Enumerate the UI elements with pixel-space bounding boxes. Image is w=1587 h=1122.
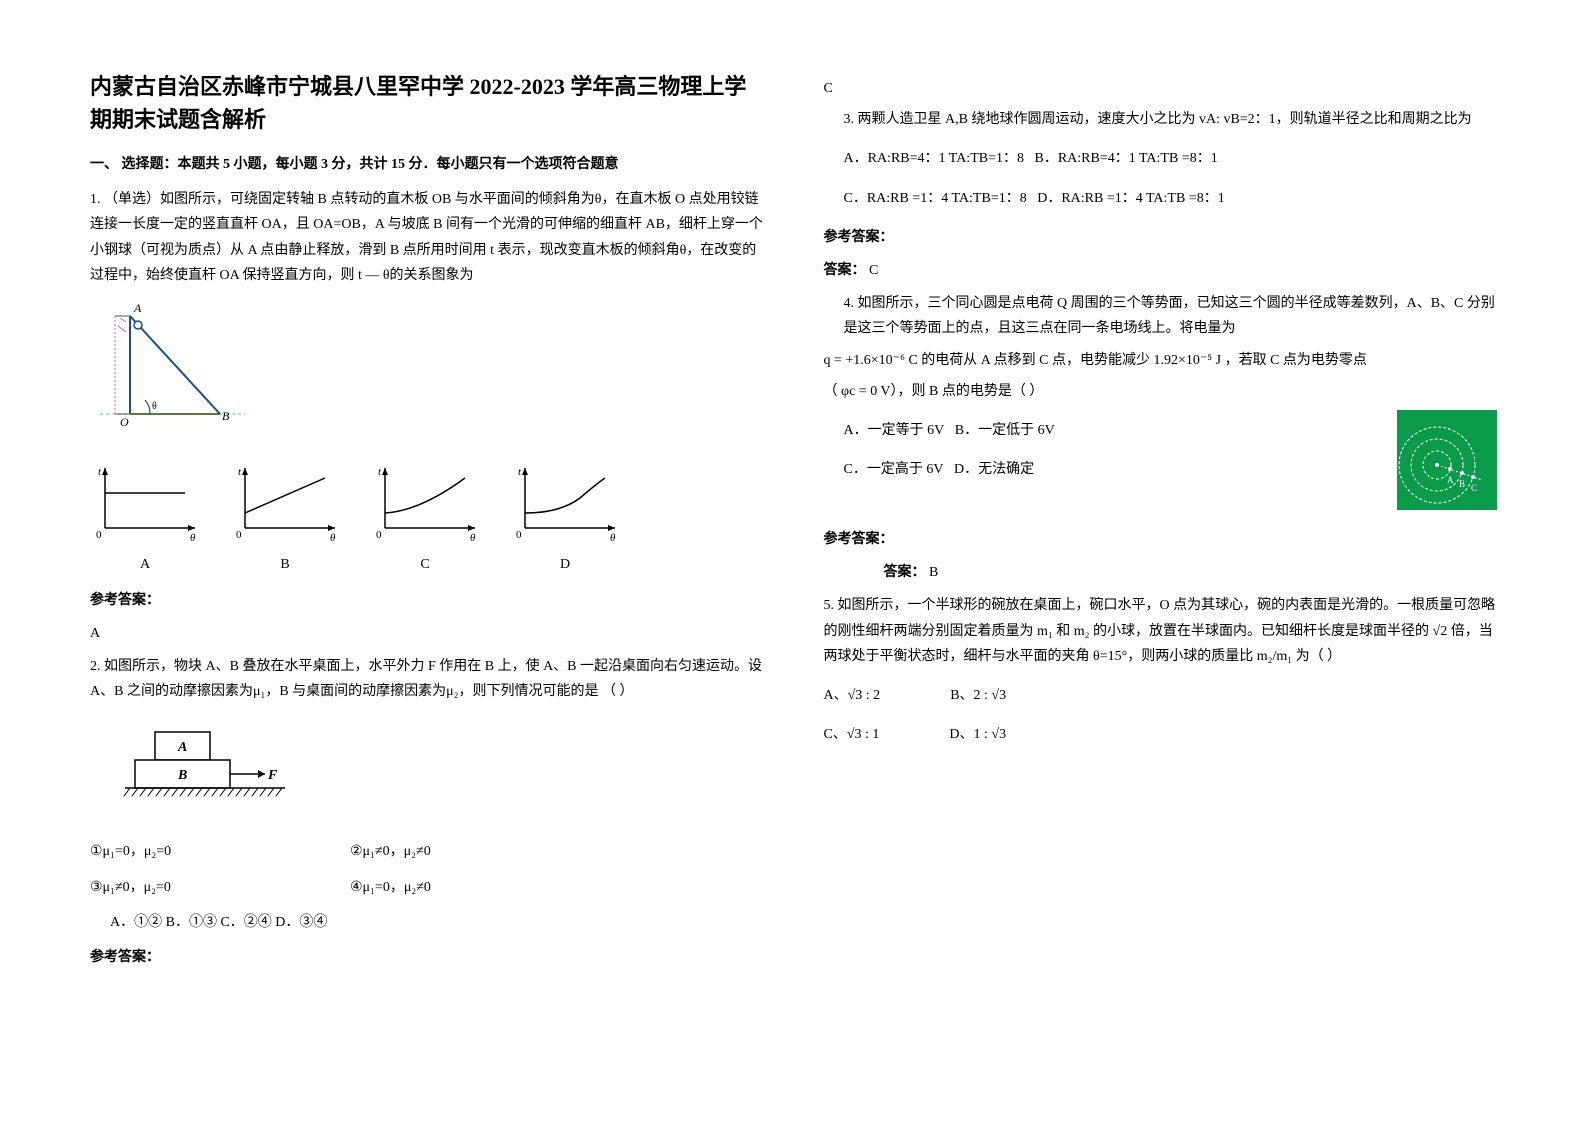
svg-text:0: 0 bbox=[236, 529, 242, 541]
svg-text:0: 0 bbox=[376, 529, 382, 541]
svg-text:θ: θ bbox=[152, 401, 157, 412]
svg-text:C: C bbox=[1471, 483, 1477, 493]
svg-text:t: t bbox=[98, 466, 102, 478]
q4-text2: q = +1.6×10⁻⁶ C 的电荷从 A 点移到 C 点，电势能减少 1.9… bbox=[824, 348, 1498, 373]
question-5: 5. 如图所示，一个半球形的碗放在桌面上，碗口水平，O 点为其球心，碗的内表面是… bbox=[824, 593, 1498, 747]
q3-ref-label: 参考答案： bbox=[824, 225, 1498, 250]
q5-opt-a: A、√3 : 2 bbox=[824, 683, 881, 708]
q4-answer-label: 答案： bbox=[884, 565, 926, 580]
q3-answer-label: 答案： bbox=[824, 263, 866, 278]
q3-opts-ab: A．RA:RB=4：1 TA:TB=1：8 B．RA:RB=4：1 TA:TB … bbox=[844, 146, 1498, 171]
q2-sub-options: ①μ₁=0，μ₂=0 ②μ₁≠0，μ₂≠0 bbox=[90, 839, 764, 864]
svg-text:θ: θ bbox=[610, 532, 616, 543]
svg-text:θ: θ bbox=[190, 532, 196, 543]
q1-graph-d: 0 θ t D bbox=[510, 463, 620, 577]
q1-triangle-diagram: A O B θ bbox=[90, 304, 250, 434]
q2-opt2: ②μ₁≠0，μ₂≠0 bbox=[350, 839, 610, 864]
q4-opt-c: C．一定高于 6V bbox=[844, 462, 944, 477]
q1-opt-d-label: D bbox=[510, 552, 620, 577]
svg-text:O: O bbox=[120, 415, 129, 429]
q1-ref-label: 参考答案： bbox=[90, 588, 764, 613]
q5-opt-c: C、√3 : 1 bbox=[824, 722, 880, 747]
q4-opt-d: D．无法确定 bbox=[954, 462, 1034, 477]
q2-text: 2. 如图所示，物块 A、B 叠放在水平桌面上，水平外力 F 作用在 B 上，使… bbox=[90, 654, 764, 704]
q3-answer-value: C bbox=[869, 263, 878, 278]
svg-text:t: t bbox=[238, 466, 242, 478]
q3-opt-b: B．RA:RB=4：1 TA:TB =8：1 bbox=[1034, 151, 1217, 166]
q1-opt-a-label: A bbox=[90, 552, 200, 577]
svg-text:B: B bbox=[177, 768, 187, 783]
q3-opts-cd: C．RA:RB =1：4 TA:TB=1：8 D．RA:RB =1：4 TA:T… bbox=[844, 186, 1498, 211]
q2-opt4: ④μ₁=0，μ₂≠0 bbox=[350, 875, 610, 900]
q1-graph-c: 0 θ t C bbox=[370, 463, 480, 577]
q2-sub-options-2: ③μ₁≠0，μ₂=0 ④μ₁=0，μ₂≠0 bbox=[90, 875, 764, 900]
q2-answer: C bbox=[824, 76, 1498, 101]
svg-text:A: A bbox=[133, 304, 142, 315]
svg-text:0: 0 bbox=[96, 529, 102, 541]
q4-opt-b: B．一定低于 6V bbox=[955, 423, 1055, 438]
q3-text: 3. 两颗人造卫星 A,B 绕地球作圆周运动，速度大小之比为 vA: vB=2：… bbox=[844, 107, 1498, 132]
q5-options: A、√3 : 2 B、2 : √3 C、√3 : 1 D、1 : √3 bbox=[824, 683, 1498, 747]
q1-graph-a: 0 θ t A bbox=[90, 463, 200, 577]
q1-text: 1. （单选）如图所示，可绕固定转轴 B 点转动的直木板 OB 与水平面间的倾斜… bbox=[90, 187, 764, 288]
q4-text3: （ φc = 0 V），则 B 点的电势是（ ） bbox=[824, 379, 1498, 404]
q2-opt3: ③μ₁≠0，μ₂=0 bbox=[90, 875, 350, 900]
q5-text: 5. 如图所示，一个半球形的碗放在桌面上，碗口水平，O 点为其球心，碗的内表面是… bbox=[824, 593, 1498, 669]
svg-text:t: t bbox=[378, 466, 382, 478]
svg-text:0: 0 bbox=[516, 529, 522, 541]
q3-opt-d: D．RA:RB =1：4 TA:TB =8：1 bbox=[1037, 191, 1224, 206]
q4-text1: 4. 如图所示，三个同心圆是点电荷 Q 周围的三个等势面，已知这三个圆的半径成等… bbox=[844, 291, 1498, 341]
doc-title: 内蒙古自治区赤峰市宁城县八里罕中学 2022-2023 学年高三物理上学期期末试… bbox=[90, 70, 764, 136]
q2-opt1: ①μ₁=0，μ₂=0 bbox=[90, 839, 350, 864]
section-header: 一、 选择题：本题共 5 小题，每小题 3 分，共计 15 分．每小题只有一个选… bbox=[90, 152, 764, 177]
svg-text:θ: θ bbox=[330, 532, 336, 543]
q1-opt-c-label: C bbox=[370, 552, 480, 577]
q2-final-options: A．①② B．①③ C．②④ D．③④ bbox=[110, 910, 764, 935]
question-2: 2. 如图所示，物块 A、B 叠放在水平桌面上，水平外力 F 作用在 B 上，使… bbox=[90, 654, 764, 970]
svg-text:t: t bbox=[518, 466, 522, 478]
question-4: 4. 如图所示，三个同心圆是点电荷 Q 周围的三个等势面，已知这三个圆的半径成等… bbox=[824, 291, 1498, 585]
svg-text:A: A bbox=[1447, 475, 1454, 485]
q4-ref-label: 参考答案： bbox=[824, 527, 1498, 552]
q3-answer: 答案： C bbox=[824, 258, 1498, 283]
svg-text:θ: θ bbox=[470, 532, 476, 543]
q1-opt-b-label: B bbox=[230, 552, 340, 577]
question-1: 1. （单选）如图所示，可绕固定转轴 B 点转动的直木板 OB 与水平面间的倾斜… bbox=[90, 187, 764, 646]
q5-opt-b: B、2 : √3 bbox=[950, 683, 1006, 708]
q2-block-diagram: A B F bbox=[120, 722, 764, 821]
svg-text:B: B bbox=[222, 409, 230, 423]
q4-circles-diagram: A B C bbox=[1397, 410, 1497, 519]
q2-ref-label: 参考答案： bbox=[90, 945, 764, 970]
q5-opt-d: D、1 : √3 bbox=[949, 722, 1006, 747]
q1-graph-b: 0 θ t B bbox=[230, 463, 340, 577]
svg-text:F: F bbox=[267, 768, 278, 783]
svg-text:B: B bbox=[1459, 479, 1465, 489]
q3-opt-a: A．RA:RB=4：1 TA:TB=1：8 bbox=[844, 151, 1024, 166]
q3-opt-c: C．RA:RB =1：4 TA:TB=1：8 bbox=[844, 191, 1027, 206]
q4-answer-value: B bbox=[929, 565, 938, 580]
q1-answer: A bbox=[90, 621, 764, 646]
q1-graphs: 0 θ t A 0 θ t B bbox=[90, 463, 764, 577]
question-3: 3. 两颗人造卫星 A,B 绕地球作圆周运动，速度大小之比为 vA: vB=2：… bbox=[824, 107, 1498, 283]
q4-answer: 答案： B bbox=[884, 560, 1498, 585]
svg-text:A: A bbox=[177, 740, 187, 755]
q4-opt-a: A．一定等于 6V bbox=[844, 423, 945, 438]
